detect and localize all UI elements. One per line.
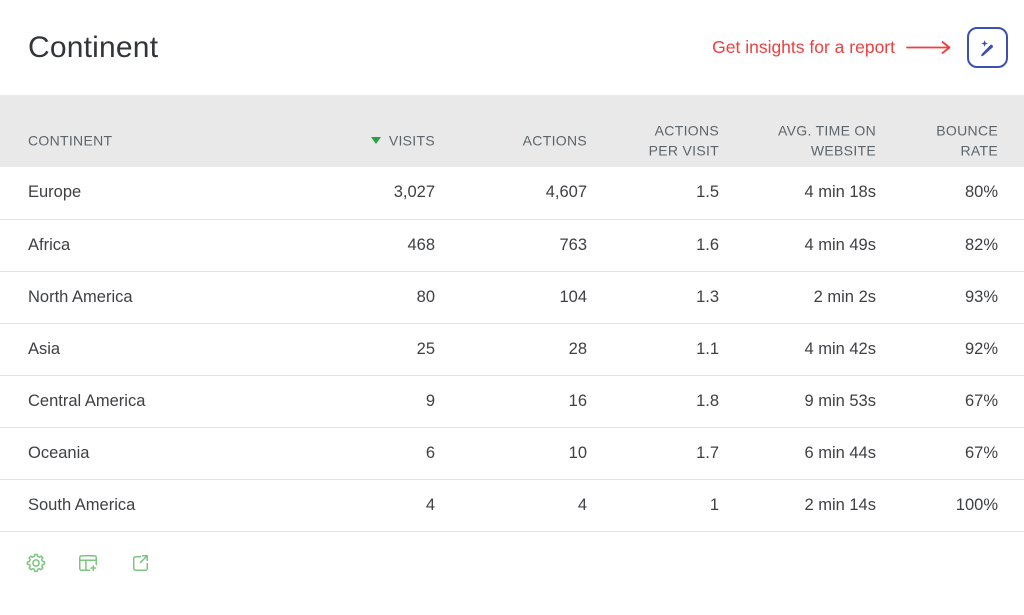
continent-cell: South America [28,495,136,514]
annotation-text: Get insights for a report [712,37,895,57]
sort-desc-icon [370,136,381,144]
settings-icon [26,553,46,572]
column-header-avg-time-on-website[interactable]: AVG. TIME ON WEBSITE [778,122,876,159]
bounce-rate-cell: 92% [964,339,998,358]
avg-time-on-website-cell: 2 min 14s [804,495,876,514]
bounce-rate-cell: 100% [955,495,998,514]
continent-cell: Asia [28,339,61,358]
actions-per-visit-cell: 1.7 [696,443,719,462]
report-settings-button[interactable] [24,551,48,575]
column-header-actions[interactable]: ACTIONS [522,132,587,149]
annotation-arrow-icon [906,41,951,54]
column-header-bounce-rate[interactable]: BOUNCE RATE [936,122,998,159]
avg-time-on-website-cell: 2 min 2s [813,287,876,306]
avg-time-on-website-cell: 4 min 42s [804,339,876,358]
actions-cell: 16 [568,391,587,410]
continent-cell: Central America [28,391,146,410]
visits-cell: 6 [425,443,435,462]
actions-per-visit-cell: 1.8 [696,391,719,410]
bounce-rate-cell: 93% [964,287,998,306]
visits-cell: 9 [425,391,435,410]
visits-cell: 468 [407,235,435,254]
table-row: Oceania 6 10 1.7 6 min 44s 67% [0,427,1024,479]
table-header-row: CONTINENT VISITS ACTIONS ACTIONS PER VIS… [0,95,1024,167]
actions-cell: 4 [577,495,587,514]
visits-cell: 4 [425,495,435,514]
page-title: Continent [28,30,159,64]
actions-per-visit-cell: 1.5 [696,183,719,202]
table-row: North America 80 104 1.3 2 min 2s 93% [0,271,1024,323]
export-icon [133,554,148,571]
column-header-continent[interactable]: CONTINENT [28,132,113,149]
bounce-rate-cell: 67% [964,443,998,462]
continent-cell: Oceania [28,443,90,462]
continent-table: CONTINENT VISITS ACTIONS ACTIONS PER VIS… [0,95,1024,532]
avg-time-on-website-cell: 6 min 44s [804,443,876,462]
table-body: Europe 3,027 4,607 1.5 4 min 18s 80% Africa 468… [0,167,1024,531]
actions-cell: 10 [568,443,587,462]
actions-cell: 4,607 [545,183,587,202]
actions-per-visit-cell: 1.6 [696,235,719,254]
visits-cell: 80 [416,287,435,306]
table-configuration-button[interactable] [76,551,100,575]
insights-button[interactable] [967,27,1008,68]
actions-per-visit-cell: 1 [709,495,719,514]
actions-per-visit-cell: 1.3 [696,287,719,306]
table-row: Central America 9 16 1.8 9 min 53s 67% [0,375,1024,427]
ai-pen-icon [980,39,993,56]
avg-time-on-website-cell: 4 min 18s [804,183,876,202]
visits-cell: 25 [416,339,435,358]
column-header-visits[interactable]: VISITS [340,95,435,167]
table-header: CONTINENT VISITS ACTIONS ACTIONS PER VIS… [0,95,1024,167]
actions-cell: 763 [559,235,587,254]
table-row: South America 4 4 1 2 min 14s 100% [0,479,1024,531]
avg-time-on-website-cell: 4 min 49s [804,235,876,254]
continent-cell: North America [28,287,133,306]
avg-time-on-website-cell: 9 min 53s [804,391,876,410]
bounce-rate-cell: 82% [964,235,998,254]
actions-cell: 104 [559,287,587,306]
column-header-actions-per-visit[interactable]: ACTIONS PER VISIT [648,122,719,159]
table-row: Europe 3,027 4,607 1.5 4 min 18s 80% [0,167,1024,219]
table-footer [0,532,1024,575]
continent-cell: Africa [28,235,71,254]
table-row: Asia 25 28 1.1 4 min 42s 92% [0,323,1024,375]
bounce-rate-cell: 80% [964,183,998,202]
continent-cell: Europe [28,183,82,202]
annotation: Get insights for a report [712,27,1008,68]
table-row: Africa 468 763 1.6 4 min 49s 82% [0,219,1024,271]
visits-cell: 3,027 [393,183,435,202]
actions-cell: 28 [568,339,587,358]
add-column-icon [79,554,98,572]
actions-per-visit-cell: 1.1 [696,339,719,358]
title-bar: Continent Get insights for a report [0,0,1024,95]
export-button[interactable] [128,551,152,575]
bounce-rate-cell: 67% [964,391,998,410]
